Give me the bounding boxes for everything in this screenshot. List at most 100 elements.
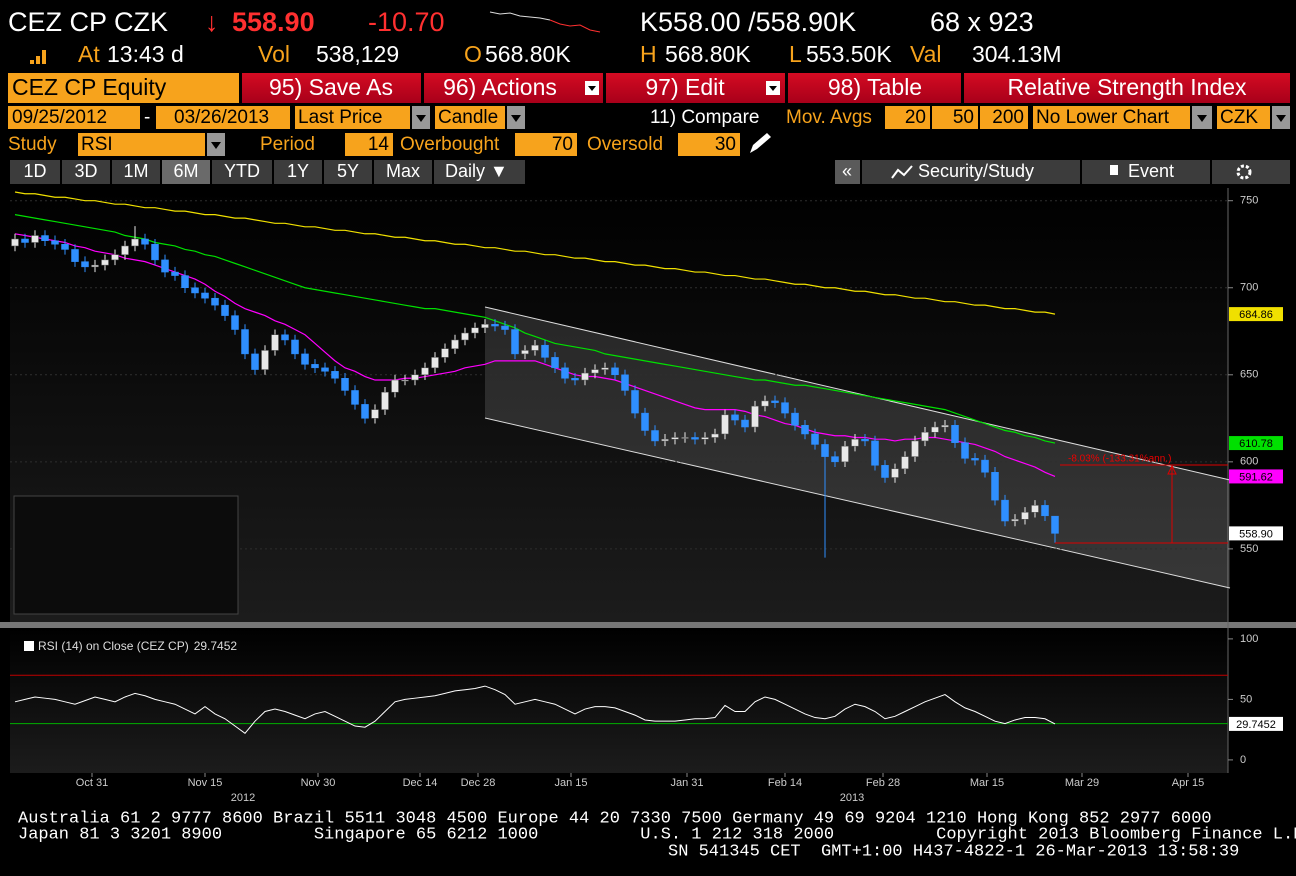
last-value-tag: 591.62	[1239, 471, 1273, 483]
candle-body	[461, 332, 469, 341]
security-box[interactable]	[8, 73, 239, 103]
event-tab[interactable]	[1082, 160, 1210, 184]
last-price: 558.90	[232, 7, 315, 37]
range-tab[interactable]	[212, 160, 272, 184]
range-tab[interactable]	[374, 160, 432, 184]
candle-body	[761, 400, 769, 407]
mov-avg-box[interactable]	[932, 106, 978, 129]
button-label: 97) Edit	[645, 74, 725, 100]
security-study-tab[interactable]	[862, 160, 1080, 184]
candle-body	[481, 324, 489, 329]
price-field: Last Price	[298, 107, 382, 128]
mov-avg: 50	[953, 107, 974, 128]
ticker: CEZ CP CZK	[8, 7, 168, 37]
candle-body	[231, 315, 239, 330]
open: 568.80K	[485, 41, 571, 67]
range-tab[interactable]	[10, 160, 60, 184]
candle-body	[1021, 512, 1029, 520]
range-tab[interactable]	[112, 160, 160, 184]
dropdown-arrow	[511, 115, 521, 122]
candle-body	[771, 400, 779, 403]
start-date-box[interactable]	[8, 106, 140, 129]
candle-body	[291, 339, 299, 355]
candle-body	[511, 329, 519, 355]
high: 568.80K	[665, 41, 751, 67]
button[interactable]	[606, 73, 785, 103]
rsi-legend: RSI (14) on Close (CEZ CP) 29.7452	[38, 639, 237, 653]
frequency: Daily ▼	[445, 161, 508, 181]
mov-avg-box[interactable]	[885, 106, 930, 129]
candle-body	[591, 369, 599, 374]
range-tab[interactable]	[62, 160, 110, 184]
edit-icon[interactable]	[750, 133, 771, 153]
candle-body	[341, 378, 349, 391]
compare[interactable]: 11) Compare	[650, 107, 759, 128]
candle-body	[901, 456, 909, 470]
frequency-tab[interactable]	[434, 160, 525, 184]
x-tick-label: Jan 31	[670, 777, 703, 789]
bid-ask-size: 68 x 923	[930, 7, 1034, 37]
candle-body	[421, 367, 429, 376]
collapse-button[interactable]	[835, 160, 860, 184]
candle-body	[161, 259, 169, 273]
candle-body	[721, 414, 729, 435]
chart-style: Candle	[438, 107, 498, 128]
rsi-line	[14, 685, 1056, 734]
y-tick-label: 700	[1240, 282, 1258, 294]
candle-body	[281, 334, 289, 341]
event-icon	[1110, 165, 1118, 175]
candle-body	[111, 254, 119, 261]
candle-body	[11, 238, 19, 247]
end-date-box[interactable]	[156, 106, 290, 129]
overbought-label: Overbought	[400, 134, 500, 155]
candle-body	[791, 412, 799, 426]
candle-body	[571, 378, 579, 381]
candle-body	[321, 367, 329, 372]
dropdown-arrow	[211, 142, 221, 149]
range-label: 1D	[23, 161, 46, 181]
candle-body	[491, 324, 499, 327]
low: 553.50K	[806, 41, 892, 67]
sparkline	[489, 11, 551, 21]
button[interactable]	[788, 73, 961, 103]
range-tab[interactable]	[274, 160, 322, 184]
currency-box[interactable]	[1217, 106, 1270, 129]
candle-body	[691, 437, 699, 440]
gear-icon	[1236, 164, 1252, 180]
study-box[interactable]	[78, 133, 205, 156]
candle-body	[861, 438, 869, 442]
mov-avg-box[interactable]	[980, 106, 1028, 129]
price-field-box[interactable]	[295, 106, 410, 129]
last-value-tag-box	[1229, 469, 1283, 484]
dropdown-arrow	[1197, 115, 1207, 122]
candle-body	[911, 440, 919, 457]
open-label: O	[464, 41, 482, 67]
candle-body	[541, 344, 549, 358]
candle-body	[621, 374, 629, 391]
lower-chart-box[interactable]	[1033, 106, 1190, 129]
period-box[interactable]	[345, 133, 393, 156]
security: CEZ CP Equity	[12, 74, 167, 100]
button-label: 96) Actions	[443, 74, 557, 100]
x-tick-label: Apr 15	[1172, 777, 1204, 789]
button-label: 98) Table	[828, 74, 922, 100]
style-box[interactable]	[435, 106, 505, 129]
candle-body	[741, 419, 749, 428]
candle-body	[941, 425, 949, 428]
currency: CZK	[1220, 107, 1258, 128]
measure-annotation: -8.03% (-133.31%ann.)	[1068, 454, 1171, 465]
candle-body	[661, 438, 669, 442]
last-value-tag: 684.86	[1239, 309, 1273, 321]
candle-body	[811, 433, 819, 445]
footer-line: SN 541345 CET GMT+1:00 H437-4822-1 26-Ma…	[668, 842, 1239, 861]
range-tab[interactable]	[162, 160, 210, 184]
mov-avg: 20	[905, 107, 926, 128]
overbought-box[interactable]	[515, 133, 577, 156]
range-tab[interactable]	[324, 160, 372, 184]
button[interactable]	[424, 73, 603, 103]
time-label: At	[78, 41, 100, 67]
candle-body	[991, 472, 999, 501]
oversold-box[interactable]	[678, 133, 740, 156]
button[interactable]	[242, 73, 421, 103]
